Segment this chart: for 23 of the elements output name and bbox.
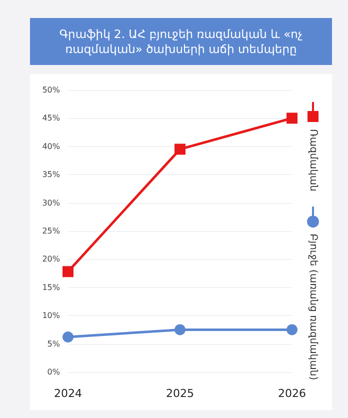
- y-tick-label: 10%: [42, 311, 60, 320]
- y-tick-label: 5%: [47, 339, 60, 348]
- y-tick-label: 50%: [42, 86, 60, 94]
- point: [174, 144, 186, 155]
- y-tick-label: 45%: [42, 114, 60, 123]
- x-tick-label: 2026: [278, 387, 306, 400]
- y-tick-label: 25%: [42, 226, 60, 236]
- y-tick-label: 0%: [47, 368, 60, 376]
- x-tick-label: 2025: [166, 387, 194, 400]
- point: [62, 332, 74, 343]
- y-tick-label: 30%: [42, 198, 60, 208]
- y-tick-label: 40%: [42, 142, 60, 151]
- y-tick-label: 20%: [42, 254, 60, 264]
- chart-title: Գրաֆիկ 2. ԱՀ բյուջեի ռազմական և «ոչ ռազմական» ծախսերի աճի տեմպերը: [30, 18, 332, 65]
- legend-label: Ռազմական: [308, 129, 318, 192]
- x-tick-label: 2024: [54, 387, 82, 400]
- legend-label: Բյուջե (առանց ռազմական): [308, 234, 318, 380]
- y-tick-label: 15%: [42, 282, 60, 292]
- point: [286, 324, 298, 336]
- point: [62, 266, 74, 278]
- y-tick-label: 35%: [42, 170, 60, 180]
- point: [286, 112, 298, 124]
- point: [174, 324, 186, 336]
